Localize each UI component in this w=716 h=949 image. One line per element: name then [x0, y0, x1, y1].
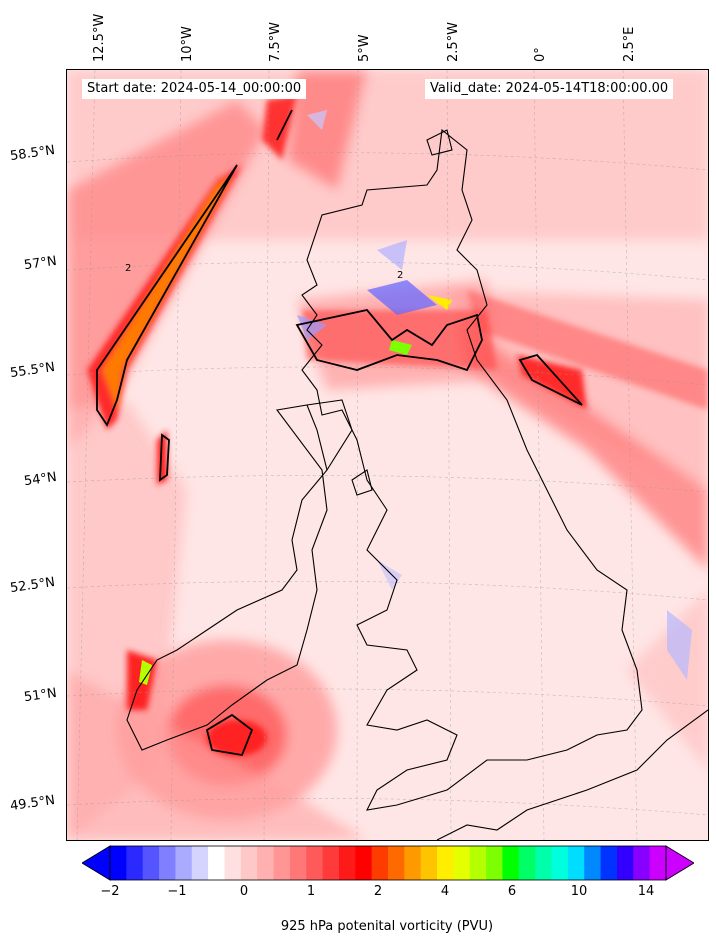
colorbar-swatch	[240, 846, 258, 880]
colorbar-swatch	[110, 846, 127, 880]
colorbar-swatch	[649, 846, 667, 880]
contour-label: 2	[397, 270, 403, 281]
lat-label: 55.5°N	[9, 359, 56, 382]
colorbar-extend-max	[665, 845, 694, 881]
map-panel[interactable]: 2 2	[66, 69, 709, 841]
colorbar-tick: 1	[306, 884, 316, 899]
valid-date-label: Valid_date: 2024-05-14T18:00:00.00	[425, 79, 674, 99]
colorbar-tick: 14	[637, 884, 655, 899]
coastlines	[126, 128, 708, 840]
colorbar-swatch	[502, 846, 520, 880]
colorbar-tick: −2	[100, 884, 120, 899]
colorbar-swatch	[257, 846, 275, 880]
lat-label: 54°N	[23, 469, 58, 490]
lat-label: 52.5°N	[9, 574, 56, 597]
colorbar-swatch	[486, 846, 503, 880]
colorbar-swatch	[567, 846, 585, 880]
colorbar-swatch	[289, 846, 307, 880]
colorbar-label: 925 hPa potenital vorticity (PVU)	[280, 919, 494, 934]
lon-label: 10°W	[180, 26, 195, 62]
lat-label: 57°N	[23, 253, 58, 274]
contour-line	[276, 109, 293, 141]
colorbar-swatch	[551, 846, 569, 880]
northern-ireland-coast	[306, 399, 353, 471]
colorbar-swatch	[535, 846, 553, 880]
colorbar-swatch	[208, 846, 225, 880]
colorbar-swatch	[388, 846, 405, 880]
colorbar-swatch	[453, 846, 471, 880]
colorbar-swatch	[584, 846, 602, 880]
orkney	[426, 129, 453, 156]
colorbar-swatch	[355, 846, 373, 880]
colorbar-swatch	[469, 846, 487, 880]
lon-label: 0°	[533, 47, 548, 62]
start-date-label: Start date: 2024-05-14_00:00:00	[82, 79, 307, 99]
contour-line	[159, 433, 170, 482]
colorbar-swatch	[224, 846, 242, 880]
colorbar-swatch	[338, 846, 356, 880]
lon-label: 2.5°W	[446, 21, 461, 62]
colorbar-tick: 0	[239, 884, 249, 899]
great-britain-coast	[301, 128, 643, 811]
colorbar-swatch	[159, 846, 176, 880]
colorbar-swatch	[437, 846, 454, 880]
lat-label: 49.5°N	[9, 792, 56, 815]
france-coast	[436, 709, 708, 840]
colorbar-swatch	[420, 846, 438, 880]
colorbar-frame	[109, 845, 667, 881]
lon-label: 7.5°W	[268, 21, 283, 62]
contour-line	[518, 353, 583, 406]
colorbar-swatch	[371, 846, 389, 880]
contour-line	[205, 713, 254, 757]
lon-label: 12.5°W	[92, 13, 107, 62]
colorbar-swatch	[518, 846, 536, 880]
lat-label: 51°N	[23, 685, 58, 706]
colorbar-swatch	[633, 846, 651, 880]
pv-2-contours	[96, 109, 583, 757]
colorbar-extend-min	[82, 845, 111, 881]
graticule	[67, 70, 708, 840]
contour-line	[96, 164, 238, 427]
lat-label: 58.5°N	[9, 142, 56, 165]
colorbar-swatch	[306, 846, 324, 880]
colorbar-swatch	[616, 846, 634, 880]
colorbar-tick: −1	[167, 884, 187, 899]
contour-line	[295, 309, 483, 372]
ireland-coast	[126, 404, 328, 751]
colorbar-swatch	[273, 846, 291, 880]
lon-label: 2.5°E	[622, 26, 637, 62]
isle-of-man	[351, 469, 373, 496]
contour-label: 2	[125, 263, 131, 274]
colorbar	[82, 845, 694, 881]
colorbar-swatch	[404, 846, 422, 880]
pv-field-map: 2 2	[67, 70, 708, 840]
colorbar-tick: 10	[570, 884, 588, 899]
colorbar-swatch	[600, 846, 618, 880]
colorbar-swatch	[191, 846, 209, 880]
colorbar-tick: 6	[507, 884, 517, 899]
colorbar-swatch	[322, 846, 340, 880]
colorbar-swatch	[126, 846, 144, 880]
lon-label: 5°W	[357, 34, 372, 62]
colorbar-tick: 4	[440, 884, 450, 899]
green-yellow-peaks	[139, 295, 452, 685]
colorbar-swatch	[175, 846, 193, 880]
colorbar-swatch	[142, 846, 160, 880]
colorbar-tick: 2	[373, 884, 383, 899]
